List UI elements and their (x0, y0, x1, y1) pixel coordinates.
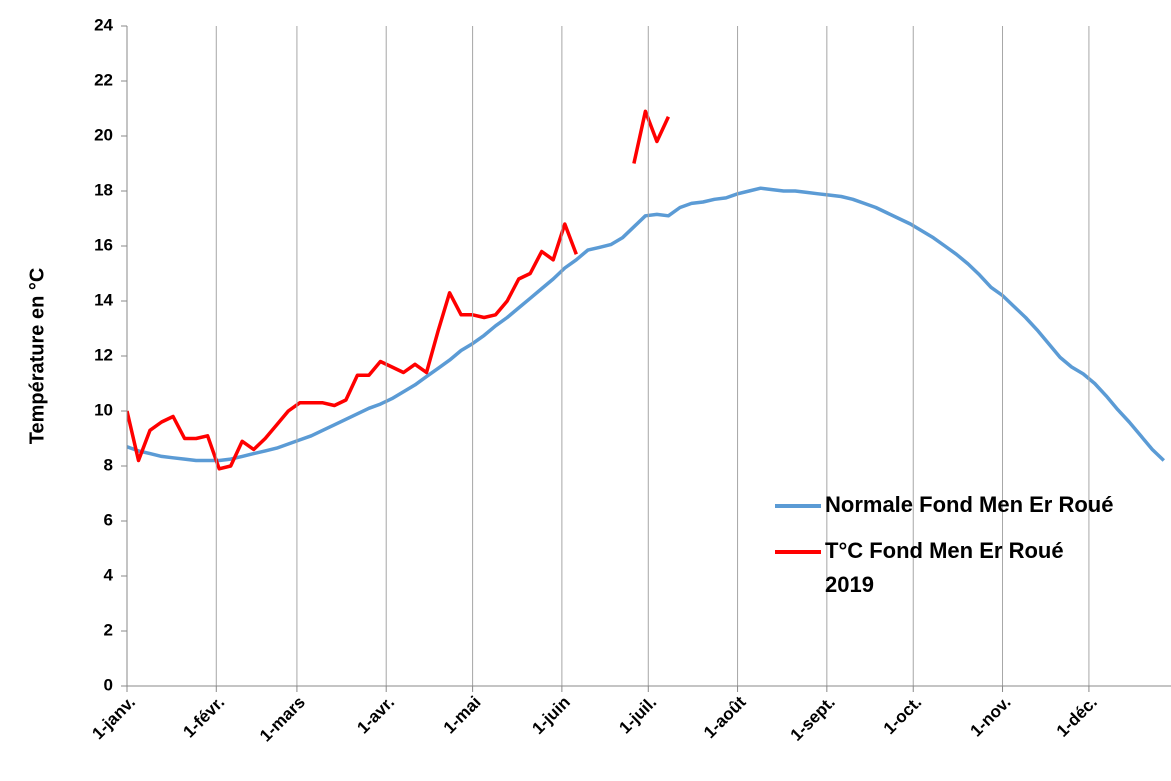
x-tick-label: 1-juin (528, 693, 573, 738)
legend-label: T°C Fond Men Er Roué 2019 (825, 538, 1064, 597)
x-tick-label: 1-janv. (88, 693, 139, 744)
y-tick-label: 16 (94, 235, 113, 254)
x-tick-label: 1-mars (256, 693, 309, 746)
x-tick-label: 1-oct. (880, 693, 925, 738)
x-tick-label: 1-juil. (615, 693, 660, 738)
x-tick-label: 1-mai (440, 693, 485, 738)
y-tick-label: 10 (94, 400, 113, 419)
legend-entry: Normale Fond Men Er Roué (775, 488, 1115, 522)
y-axis-label: Température en °C (26, 268, 48, 445)
x-tick-label: 1-nov. (967, 693, 1015, 741)
y-tick-label: 24 (94, 15, 113, 34)
y-tick-label: 6 (104, 510, 113, 529)
legend-label: Normale Fond Men Er Roué (825, 492, 1114, 517)
x-tick-label: 1-avr. (353, 693, 398, 738)
y-tick-label: 20 (94, 125, 113, 144)
y-tick-label: 4 (104, 565, 114, 584)
y-tick-label: 14 (94, 290, 113, 309)
y-tick-label: 12 (94, 345, 113, 364)
x-tick-label: 1-août (700, 692, 750, 742)
x-tick-label: 1-sept. (787, 693, 839, 745)
data-line (127, 109, 670, 471)
y-tick-label: 18 (94, 180, 113, 199)
legend-swatch (775, 550, 821, 554)
y-tick-label: 2 (104, 620, 113, 639)
x-tick-label: 1-déc. (1053, 693, 1101, 741)
legend: Normale Fond Men Er Roué T°C Fond Men Er … (775, 488, 1115, 614)
data-line (127, 186, 1166, 463)
legend-swatch (775, 504, 821, 508)
legend-entry: T°C Fond Men Er Roué 2019 (775, 534, 1115, 602)
x-tick-label: 1-févr. (179, 693, 228, 742)
y-tick-label: 22 (94, 70, 113, 89)
y-tick-label: 0 (104, 675, 113, 694)
y-tick-label: 8 (104, 455, 113, 474)
